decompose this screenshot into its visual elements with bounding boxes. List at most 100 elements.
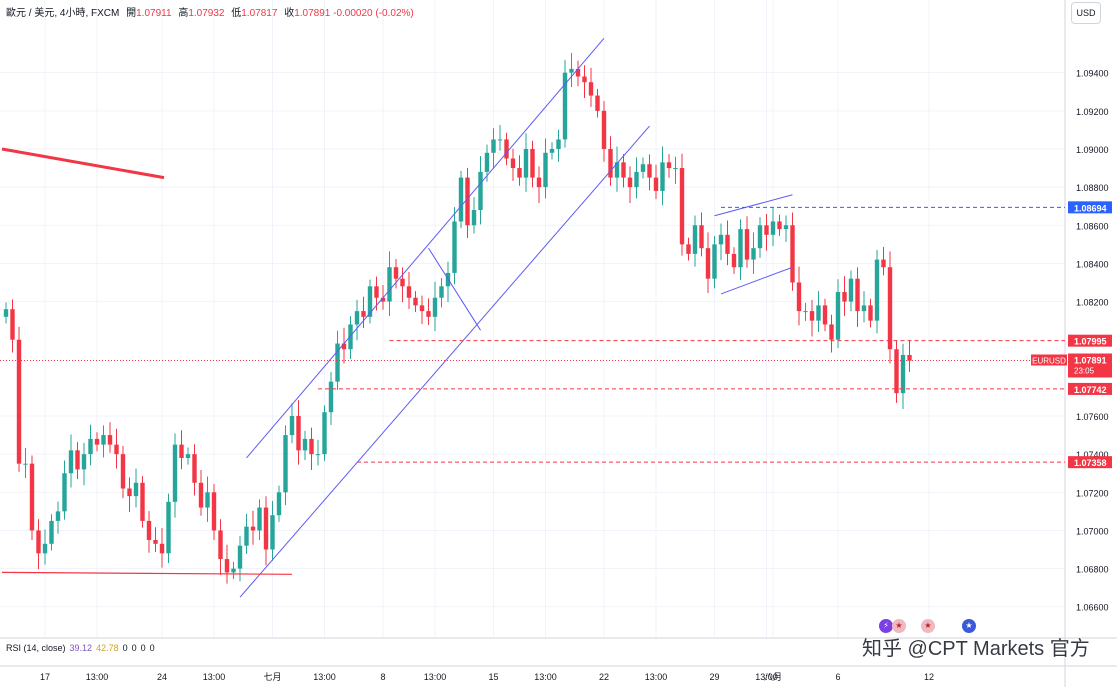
x-tick-label: 12	[924, 672, 934, 682]
rsi-zero-3: 0	[140, 643, 146, 653]
candle-body	[549, 148, 555, 153]
price-level-text: 1.07995	[1074, 337, 1107, 347]
low-value: 1.07817	[241, 8, 278, 19]
candle-body	[114, 444, 119, 455]
high-value: 1.07932	[188, 8, 225, 19]
candle-body	[868, 305, 873, 321]
candle-body	[107, 435, 113, 445]
y-tick-label: 1.08800	[1076, 183, 1109, 193]
candle-body	[848, 278, 854, 302]
us-flag-event-icon[interactable]: ★	[921, 619, 935, 633]
candle-body	[699, 225, 704, 249]
candle-body	[36, 530, 41, 554]
candle-body	[120, 454, 126, 489]
candle-body	[692, 225, 698, 254]
change-value: -0.00020 (-0.02%)	[333, 8, 414, 19]
y-tick-label: 1.08200	[1076, 298, 1109, 308]
candle-body	[725, 234, 730, 254]
candle-body	[738, 229, 743, 268]
candle-body	[556, 139, 561, 149]
y-tick-label: 1.07600	[1076, 412, 1109, 422]
candle-body	[829, 324, 834, 340]
candle-body	[211, 492, 217, 531]
candle-body	[94, 438, 100, 445]
candle-body	[140, 482, 145, 521]
candle-body	[270, 515, 275, 550]
candle-body	[770, 221, 776, 235]
red-trend-line	[1, 147, 165, 180]
candle-body	[510, 158, 516, 169]
candle-body	[900, 354, 906, 394]
candle-body	[231, 568, 236, 573]
currency-button[interactable]: USD	[1071, 2, 1101, 24]
x-tick-label: 13:00	[86, 672, 109, 682]
high-label: 高	[178, 8, 189, 19]
candle-body	[328, 381, 334, 413]
candle-body	[88, 438, 93, 455]
candle-body	[192, 454, 197, 483]
candle-body	[478, 171, 483, 211]
candle-body	[640, 164, 646, 172]
candle-body	[731, 253, 737, 268]
flag-line	[428, 247, 481, 331]
price-level-tag	[1068, 334, 1112, 347]
candle-body	[335, 343, 340, 382]
candle-body	[601, 110, 607, 149]
candle-body	[673, 168, 678, 170]
lightning-event-icon[interactable]: ⚡	[879, 619, 893, 633]
candle-body	[855, 278, 860, 312]
price-level-text: 1.07742	[1074, 385, 1107, 395]
candle-body	[179, 444, 184, 458]
candle-body	[302, 438, 308, 451]
y-tick-label: 1.08600	[1076, 221, 1109, 231]
candle-body	[543, 152, 548, 188]
candle-body	[595, 95, 600, 111]
candle-body	[647, 164, 652, 178]
rsi-label: RSI (14, close)	[6, 643, 66, 653]
candle-body	[309, 438, 314, 455]
candle-body	[393, 267, 399, 279]
rsi-legend[interactable]: RSI (14, close) 39.12 42.78 0 0 0 0	[6, 643, 155, 653]
candle-body	[783, 225, 789, 230]
candle-body	[881, 259, 886, 268]
candle-body	[198, 482, 204, 508]
rsi-zero-4: 0	[149, 643, 155, 653]
candle-body	[419, 305, 425, 312]
candle-body	[458, 177, 464, 222]
x-tick-label: 13:00	[424, 672, 447, 682]
x-tick-label: 24	[157, 672, 167, 682]
candle-body	[491, 139, 496, 153]
candle-body	[757, 225, 763, 249]
x-tick-label: 13:00	[313, 672, 336, 682]
y-tick-label: 1.09000	[1076, 145, 1109, 155]
x-tick-label: 15	[488, 672, 498, 682]
candle-body	[289, 416, 295, 436]
candle-body	[907, 354, 912, 361]
candle-body	[68, 450, 74, 474]
candle-body	[569, 68, 574, 73]
candle-body	[796, 282, 802, 312]
us-flag-event-icon[interactable]: ★	[892, 619, 906, 633]
candle-body	[465, 177, 470, 226]
x-tick-label: 八月	[764, 672, 782, 682]
candle-body	[159, 543, 165, 554]
x-tick-label: 13:00	[534, 672, 557, 682]
eu-flag-event-icon[interactable]: ★	[962, 619, 976, 633]
candle-body	[49, 520, 54, 544]
candle-body	[166, 501, 171, 554]
candle-body	[822, 305, 828, 325]
candle-body	[562, 72, 568, 140]
symbol-tag-text: EURUSD	[1032, 357, 1066, 366]
candle-body	[42, 543, 48, 554]
candle-body	[608, 148, 613, 178]
candle-body	[406, 286, 412, 298]
price-level-tag	[1068, 201, 1112, 214]
candle-body	[185, 454, 191, 458]
candle-body	[16, 339, 22, 464]
support-line	[1, 571, 293, 575]
low-label: 低	[231, 8, 242, 19]
candle-body	[75, 450, 80, 470]
candle-body	[224, 559, 230, 573]
watermark: 知乎 @CPT Markets 官方	[862, 638, 1090, 660]
